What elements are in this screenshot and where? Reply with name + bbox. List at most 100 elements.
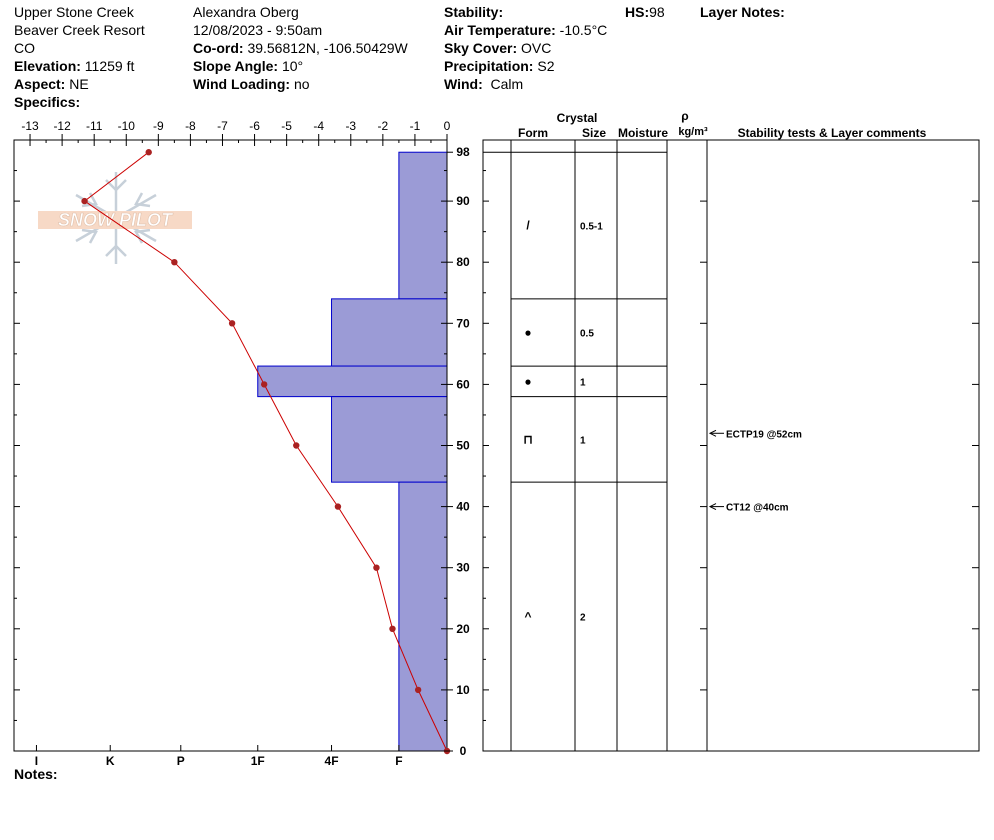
coordinates: Co-ord: 39.56812N, -106.50429W	[193, 39, 408, 57]
form-header: Form	[518, 126, 548, 140]
airtemp-label: Air Temperature:	[444, 22, 556, 38]
state: CO	[14, 40, 35, 56]
slope-angle: Slope Angle: 10°	[193, 57, 303, 75]
wind-loading: Wind Loading: no	[193, 75, 310, 93]
moisture-header: Moisture	[618, 126, 668, 140]
wind: Wind: Calm	[444, 75, 523, 93]
layer-notes: Layer Notes:	[700, 3, 785, 21]
temperature-point	[389, 625, 396, 632]
rho-header: ρ	[681, 109, 688, 123]
location: Upper Stone Creek	[14, 4, 134, 20]
temp-tick-label: -12	[53, 119, 71, 133]
wind-label: Wind:	[444, 76, 483, 92]
grain-size: 2	[580, 613, 586, 624]
temp-tick-label: -13	[21, 119, 39, 133]
aspect-label: Aspect:	[14, 76, 66, 92]
temp-tick-label: -5	[281, 119, 292, 133]
temp-tick-label: -8	[185, 119, 196, 133]
air-temperature: Air Temperature: -10.5°C	[444, 21, 607, 39]
precip-value: S2	[537, 58, 555, 74]
depth-tick-label: 70	[456, 316, 470, 330]
depth-tick-label: 0	[460, 744, 467, 758]
size-header: Size	[582, 126, 606, 140]
depth-tick-label: 40	[456, 500, 470, 514]
elevation-label: Elevation:	[14, 58, 81, 74]
specifics: Specifics:	[14, 93, 80, 111]
layer-notes-label: Layer Notes:	[700, 4, 785, 20]
test-arrow-head	[708, 503, 717, 511]
grain-form-symbol: ●	[524, 374, 531, 388]
notes: Notes:	[14, 765, 58, 783]
hs-value: 98	[649, 4, 665, 20]
hs-label: HS:	[625, 4, 650, 20]
depth-tick-label: 50	[456, 439, 470, 453]
hardness-label: 1F	[251, 754, 265, 768]
temperature-point	[334, 503, 342, 510]
depth-tick-label: 30	[456, 561, 470, 575]
area: Beaver Creek Resort	[14, 22, 145, 38]
depth-tick-label: 10	[456, 683, 470, 697]
slope-value: 10°	[281, 58, 304, 74]
test-arrow-head	[708, 429, 717, 437]
grain-size: 1	[580, 377, 586, 388]
temperature-point	[81, 197, 88, 205]
temperature-point	[260, 381, 268, 388]
table-border	[482, 139, 980, 752]
precip-label: Precipitation:	[444, 58, 534, 74]
temp-tick-label: 0	[444, 119, 451, 133]
hardness-bar	[398, 151, 448, 300]
grain-form-symbol: ^	[524, 610, 531, 624]
temp-tick-label: -2	[378, 119, 389, 133]
stability-header: Stability tests & Layer comments	[738, 126, 927, 140]
logo-band	[38, 211, 192, 229]
coord-value: 39.56812N, -106.50429W	[247, 40, 408, 56]
observer: Alexandra Oberg	[193, 4, 299, 20]
hardness-label: F	[395, 754, 402, 768]
density-unit-header: kg/m³	[678, 126, 708, 138]
coord-label: Co-ord:	[193, 40, 244, 56]
notes-label: Notes:	[14, 766, 58, 782]
hardness-bar	[331, 298, 448, 367]
temp-tick-label: -10	[118, 119, 136, 133]
temp-tick-label: -6	[249, 119, 260, 133]
temp-tick-label: -9	[153, 119, 164, 133]
windload-value: no	[293, 76, 310, 92]
windload-label: Wind Loading:	[193, 76, 291, 92]
grain-form-symbol: ●	[524, 325, 531, 339]
hardness-bar	[331, 396, 448, 483]
sky-label: Sky Cover:	[444, 40, 518, 56]
temperature-point	[171, 259, 178, 266]
grain-size: 0.5-1	[580, 222, 603, 233]
logo-text: SNOW PILOT	[58, 210, 174, 230]
specifics-label: Specifics:	[14, 94, 81, 110]
grain-form-symbol: /	[526, 219, 530, 233]
temp-tick-label: -11	[86, 119, 103, 133]
hardness-label: K	[106, 754, 115, 768]
stability: Stability:	[444, 3, 503, 21]
grain-size: 1	[580, 435, 586, 446]
snow-height: HS:98	[625, 3, 665, 21]
sky-value: OVC	[521, 40, 552, 56]
temperature-point	[414, 686, 422, 694]
temperature-point	[145, 149, 152, 156]
hardness-label: 4F	[325, 754, 339, 768]
temperature-point	[373, 564, 380, 571]
hardness-bar	[398, 481, 448, 752]
sky-cover: Sky Cover: OVC	[444, 39, 551, 57]
hardness-bar	[257, 365, 448, 398]
precipitation: Precipitation: S2	[444, 57, 554, 75]
grain-form-symbol: ⊓	[523, 432, 532, 446]
hardness-label: I	[35, 754, 38, 768]
temp-tick-label: -7	[217, 119, 228, 133]
stability-test-label: CT12 @40cm	[726, 503, 789, 514]
snowpilot-logo: SNOW PILOT	[38, 172, 192, 264]
depth-tick-label: 20	[456, 622, 470, 636]
slope-label: Slope Angle:	[193, 58, 279, 74]
temperature-point	[228, 320, 236, 327]
elevation-value: 11259 ft	[84, 58, 135, 74]
datetime: 12/08/2023 - 9:50am	[193, 22, 323, 38]
grain-size: 0.5	[580, 328, 594, 339]
aspect: Aspect: NE	[14, 75, 89, 93]
wind-value: Calm	[490, 76, 524, 92]
